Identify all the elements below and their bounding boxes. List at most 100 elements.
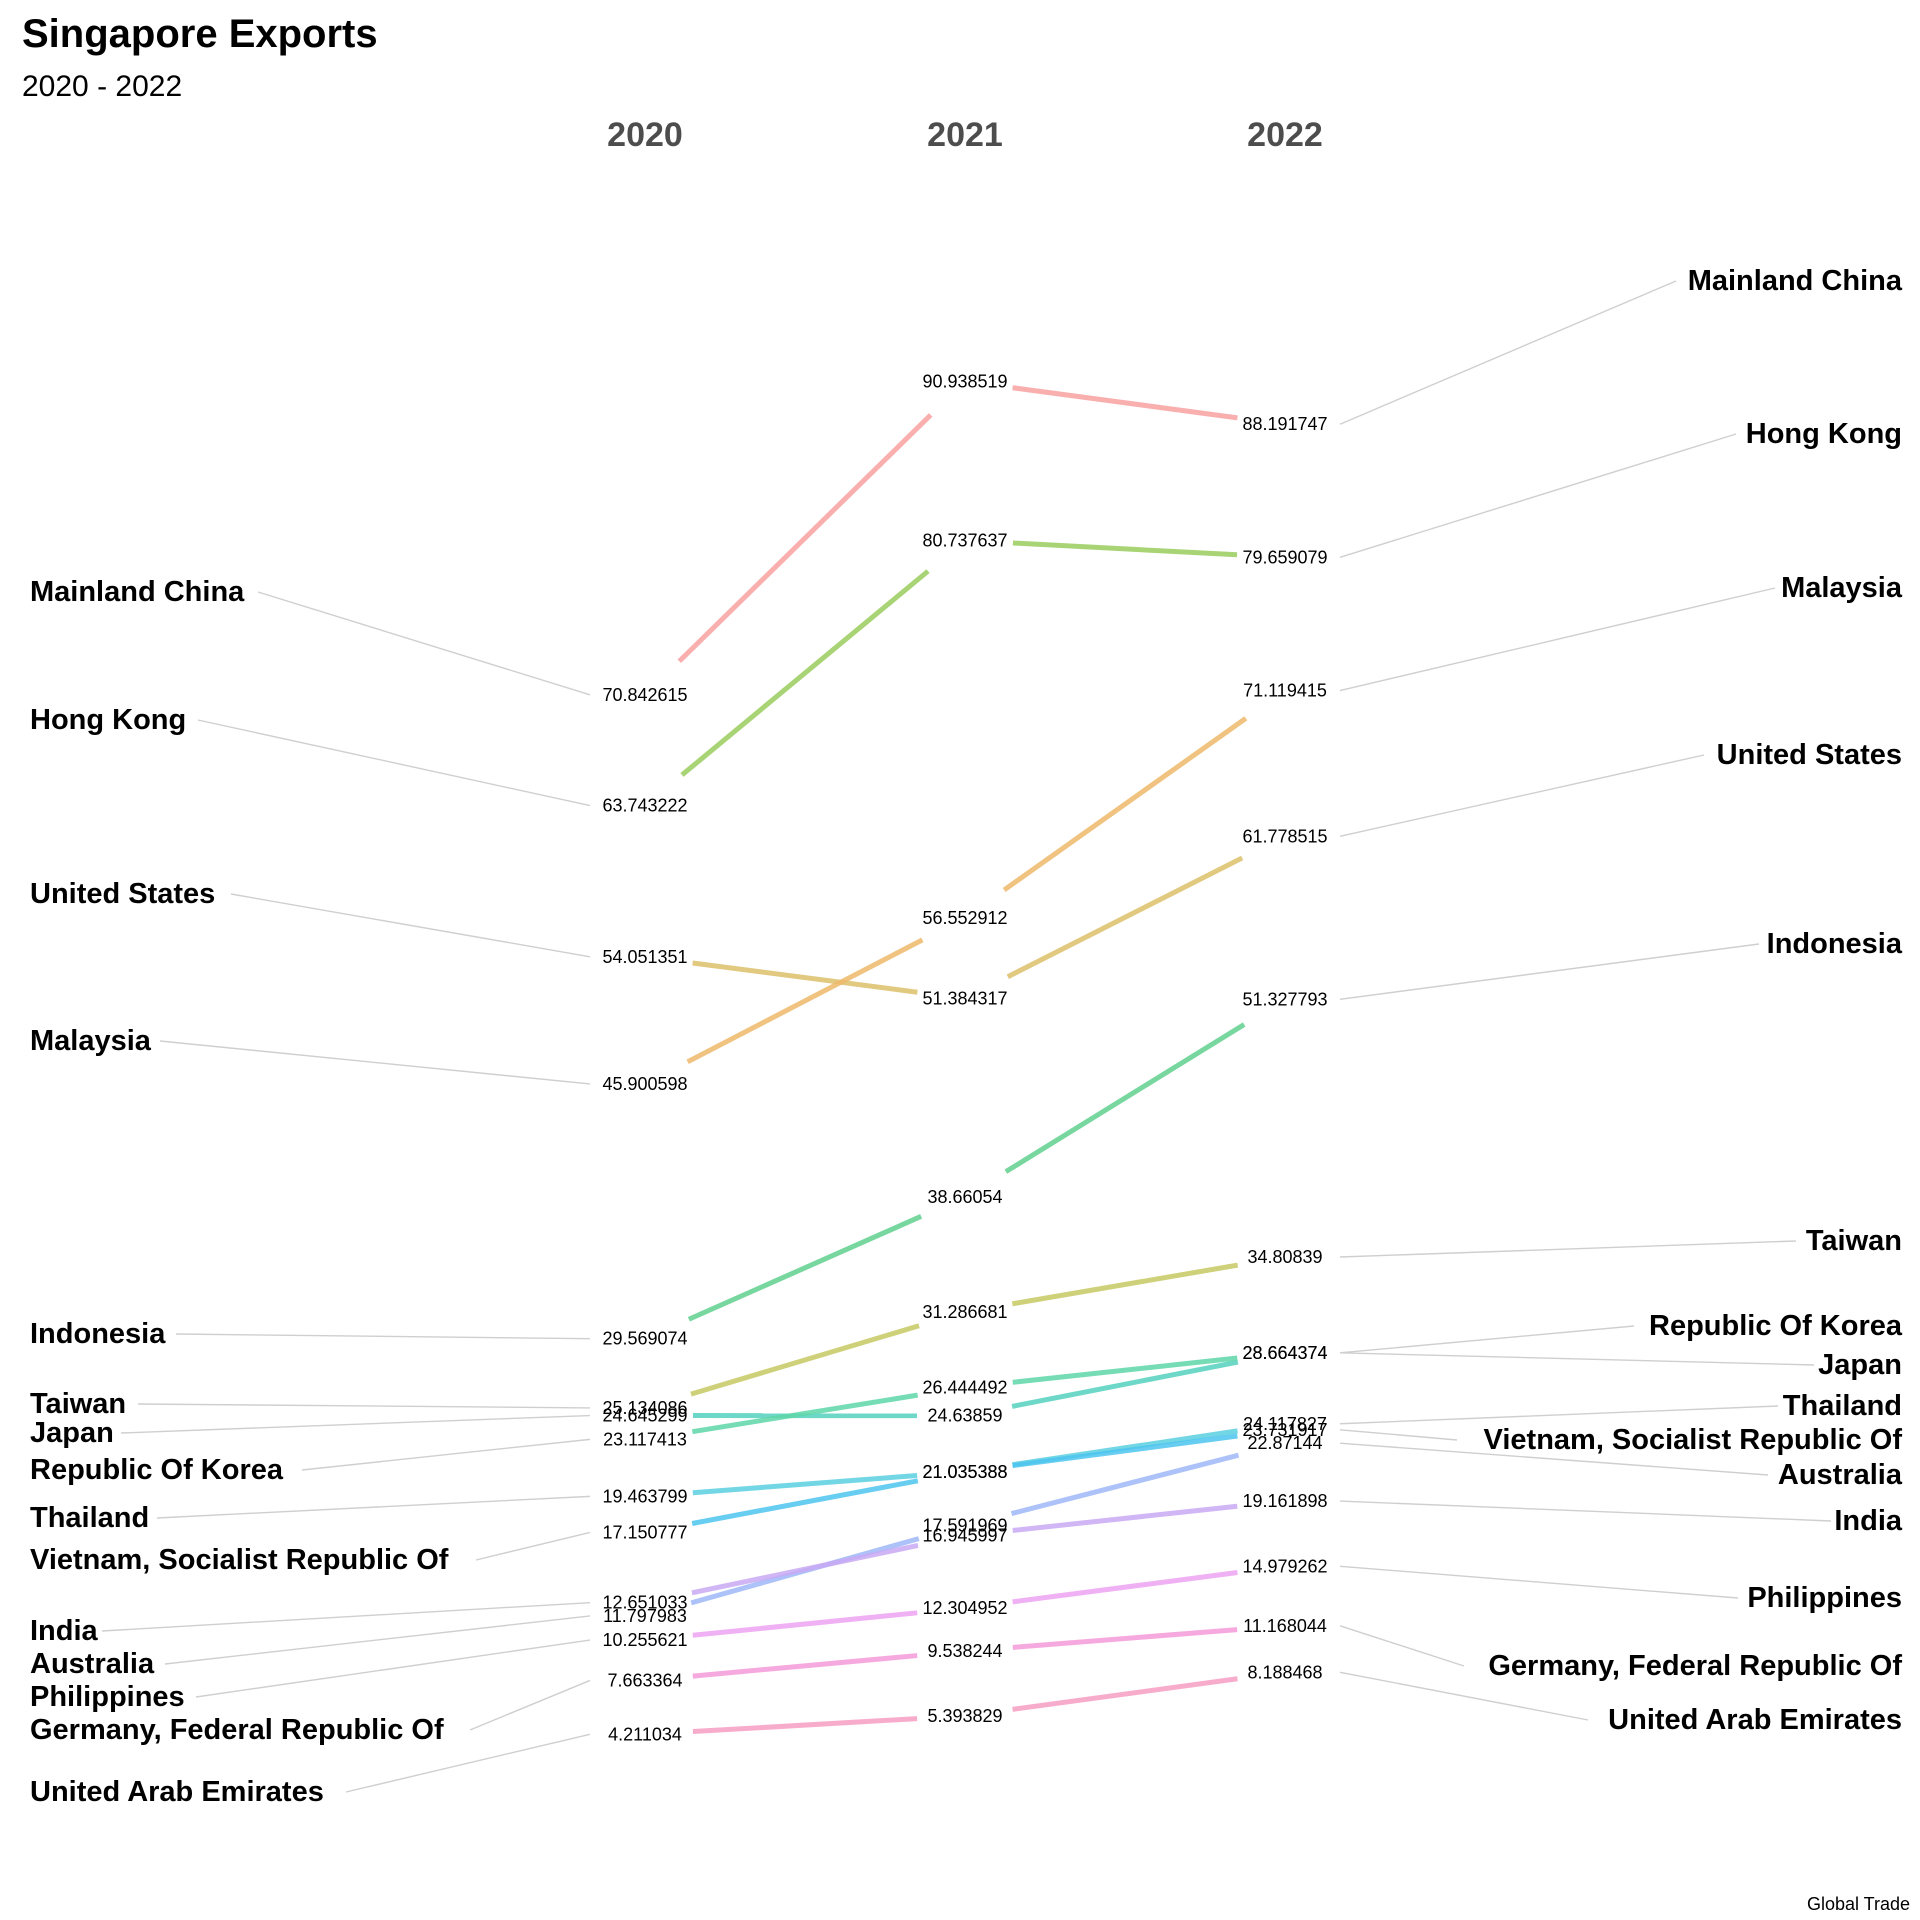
value-label-republic-of-korea-2020: 23.117413: [603, 1429, 687, 1449]
value-label-india-2022: 19.161898: [1242, 1491, 1327, 1511]
country-label-left-united-states: United States: [30, 878, 215, 910]
country-label-right-hong-kong: Hong Kong: [1746, 418, 1902, 450]
value-label-united-states-2020: 54.051351: [602, 947, 687, 967]
country-label-left-india: India: [30, 1615, 99, 1647]
value-label-thailand-2021: 21.035388: [922, 1462, 1007, 1482]
country-label-left-mainland-china: Mainland China: [30, 576, 245, 608]
line-segment-germany-federal-republic-of-2020-2021: [692, 1653, 918, 1679]
line-segment-taiwan-2021-2022: [1011, 1262, 1239, 1307]
line-segment-indonesia-2020-2021: [687, 1214, 923, 1322]
country-label-left-thailand: Thailand: [30, 1502, 149, 1534]
value-label-united-arab-emirates-2022: 8.188468: [1247, 1662, 1322, 1682]
line-segment-united-states-2021-2022: [1006, 855, 1244, 979]
value-label-japan-2021: 24.63859: [927, 1406, 1002, 1426]
leader-right-united-arab-emirates: [1339, 1671, 1589, 1721]
country-label-left-philippines: Philippines: [30, 1681, 185, 1713]
leader-right-malaysia: [1339, 587, 1776, 692]
line-segment-mainland-china-2021-2022: [1012, 385, 1238, 421]
line-segment-vietnam-socialist-republic-of-2021-2022: [1012, 1433, 1238, 1469]
country-label-right-thailand: Thailand: [1783, 1390, 1902, 1422]
value-label-united-states-2022: 61.778515: [1242, 826, 1327, 846]
line-segment-republic-of-korea-2021-2022: [1012, 1355, 1238, 1385]
leader-left-vietnam-socialist-republic-of: [475, 1531, 591, 1561]
country-label-left-japan: Japan: [30, 1417, 114, 1449]
leader-left-india: [101, 1601, 591, 1632]
country-label-left-malaysia: Malaysia: [30, 1025, 152, 1057]
value-label-indonesia-2021: 38.66054: [927, 1187, 1002, 1207]
leader-left-japan: [120, 1414, 591, 1434]
value-label-hong-kong-2021: 80.737637: [922, 530, 1007, 550]
value-label-taiwan-2020: 25.134086: [602, 1398, 687, 1418]
value-label-malaysia-2020: 45.900598: [602, 1074, 687, 1094]
value-label-united-states-2021: 51.384317: [922, 988, 1007, 1008]
country-label-right-japan: Japan: [1818, 1349, 1902, 1381]
value-label-hong-kong-2020: 63.743222: [602, 796, 687, 816]
leader-left-malaysia: [159, 1040, 591, 1085]
country-labels: Mainland China Hong Kong United States Mala…: [30, 265, 1903, 1808]
value-label-australia-2021: 17.591969: [922, 1516, 1007, 1536]
country-label-right-indonesia: Indonesia: [1767, 928, 1903, 960]
leader-right-germany-federal-republic-of: [1339, 1625, 1465, 1667]
leader-left-hong-kong: [197, 719, 591, 807]
year-headers: 2020 2021 2022: [607, 116, 1323, 154]
country-label-right-malaysia: Malaysia: [1781, 572, 1903, 604]
value-label-united-arab-emirates-2021: 5.393829: [927, 1706, 1002, 1726]
value-label-republic-of-korea-2021: 26.444492: [922, 1377, 1007, 1397]
line-segment-australia-2021-2022: [1010, 1452, 1240, 1517]
value-label-japan-2020: 24.645299: [602, 1406, 687, 1426]
value-label-vietnam-socialist-republic-of-2022: 23.731917: [1242, 1420, 1327, 1440]
value-label-india-2020: 12.651033: [602, 1593, 687, 1613]
leader-left-republic-of-korea: [301, 1438, 591, 1471]
value-label-australia-2022: 22.87144: [1247, 1433, 1322, 1453]
value-label-india-2021: 16.945997: [922, 1526, 1007, 1546]
leader-left-united-arab-emirates: [345, 1733, 591, 1793]
chart-subtitle: 2020 - 2022: [22, 70, 182, 103]
value-label-vietnam-socialist-republic-of-2021: 21.035388: [922, 1462, 1007, 1482]
country-label-left-republic-of-korea: Republic Of Korea: [30, 1454, 284, 1486]
leader-right-thailand: [1339, 1405, 1779, 1425]
line-segment-united-states-2020-2021: [692, 960, 918, 995]
line-segment-thailand-2020-2021: [692, 1473, 918, 1496]
country-label-right-india: India: [1834, 1505, 1903, 1537]
leader-left-germany-federal-republic-of: [469, 1679, 591, 1731]
value-label-australia-2020: 11.797983: [603, 1606, 687, 1626]
leader-right-india: [1339, 1500, 1832, 1522]
year-header-2021: 2021: [927, 116, 1003, 154]
line-segment-philippines-2021-2022: [1012, 1570, 1238, 1605]
value-label-germany-federal-republic-of-2022: 11.168044: [1243, 1616, 1327, 1636]
leader-right-australia: [1339, 1442, 1769, 1476]
leader-right-philippines: [1339, 1565, 1739, 1599]
leader-lines: [101, 280, 1832, 1793]
value-label-philippines-2020: 10.255621: [602, 1630, 687, 1650]
country-label-right-united-states: United States: [1717, 739, 1902, 771]
leader-right-mainland-china: [1339, 280, 1677, 425]
leader-left-thailand: [156, 1495, 591, 1519]
value-label-hong-kong-2022: 79.659079: [1242, 547, 1327, 567]
leader-right-indonesia: [1339, 943, 1760, 1000]
value-label-mainland-china-2020: 70.842615: [602, 685, 687, 705]
country-label-left-hong-kong: Hong Kong: [30, 704, 186, 736]
line-segment-india-2021-2022: [1012, 1503, 1238, 1533]
line-segment-indonesia-2021-2022: [1004, 1022, 1246, 1174]
value-label-thailand-2022: 24.117827: [1243, 1414, 1327, 1434]
leader-left-mainland-china: [257, 591, 591, 696]
leader-right-taiwan: [1339, 1240, 1797, 1258]
leader-left-taiwan: [137, 1403, 591, 1409]
line-segment-germany-federal-republic-of-2021-2022: [1012, 1627, 1238, 1650]
value-label-thailand-2020: 19.463799: [602, 1486, 687, 1506]
country-label-right-germany-federal-republic-of: Germany, Federal Republic Of: [1488, 1650, 1902, 1682]
series-lines: [677, 385, 1248, 1735]
line-segment-vietnam-socialist-republic-of-2020-2021: [691, 1478, 919, 1526]
value-label-malaysia-2021: 56.552912: [922, 908, 1007, 928]
country-label-right-taiwan: Taiwan: [1806, 1225, 1902, 1257]
country-label-right-united-arab-emirates: United Arab Emirates: [1608, 1704, 1902, 1736]
leader-right-japan: [1339, 1352, 1815, 1366]
year-header-2022: 2022: [1247, 116, 1323, 154]
line-segment-philippines-2020-2021: [692, 1610, 918, 1638]
value-label-japan-2022: 28.664374: [1242, 1343, 1327, 1363]
leader-right-republic-of-korea: [1339, 1325, 1635, 1354]
leader-left-united-states: [230, 893, 591, 958]
line-segment-india-2020-2021: [691, 1543, 919, 1596]
value-labels: 70.842615 90.938519 88.191747 63.743222 80.7…: [602, 371, 1327, 1744]
